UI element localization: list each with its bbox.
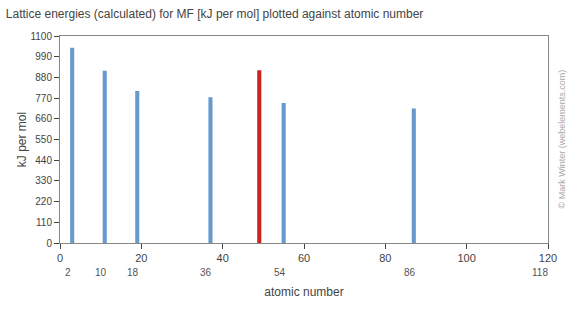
svg-text:atomic number: atomic number: [264, 285, 343, 299]
svg-text:40: 40: [217, 252, 229, 264]
svg-text:0: 0: [46, 238, 52, 249]
svg-text:220: 220: [35, 196, 52, 207]
svg-text:36: 36: [200, 267, 212, 278]
svg-text:770: 770: [35, 93, 52, 104]
svg-text:18: 18: [127, 267, 139, 278]
svg-text:1100: 1100: [30, 31, 52, 42]
svg-text:110: 110: [36, 217, 52, 228]
svg-text:54: 54: [274, 267, 286, 278]
svg-text:330: 330: [35, 175, 52, 186]
svg-text:86: 86: [404, 267, 416, 278]
svg-text:0: 0: [57, 252, 63, 264]
svg-text:550: 550: [35, 134, 52, 145]
svg-text:© Mark Winter (webelements.com: © Mark Winter (webelements.com): [557, 70, 567, 209]
svg-text:Lattice energies (calculated): Lattice energies (calculated) for MF [kJ…: [6, 7, 424, 21]
svg-text:10: 10: [95, 267, 107, 278]
svg-text:990: 990: [35, 51, 52, 62]
svg-text:60: 60: [298, 252, 310, 264]
svg-text:100: 100: [457, 252, 475, 264]
svg-text:80: 80: [379, 252, 391, 264]
svg-text:120: 120: [539, 252, 557, 264]
svg-text:440: 440: [35, 155, 52, 166]
svg-text:20: 20: [135, 252, 147, 264]
svg-text:660: 660: [35, 113, 52, 124]
svg-text:118: 118: [532, 267, 548, 278]
svg-text:880: 880: [35, 72, 52, 83]
svg-text:2: 2: [65, 267, 71, 278]
svg-text:kJ per mol: kJ per mol: [15, 112, 29, 167]
